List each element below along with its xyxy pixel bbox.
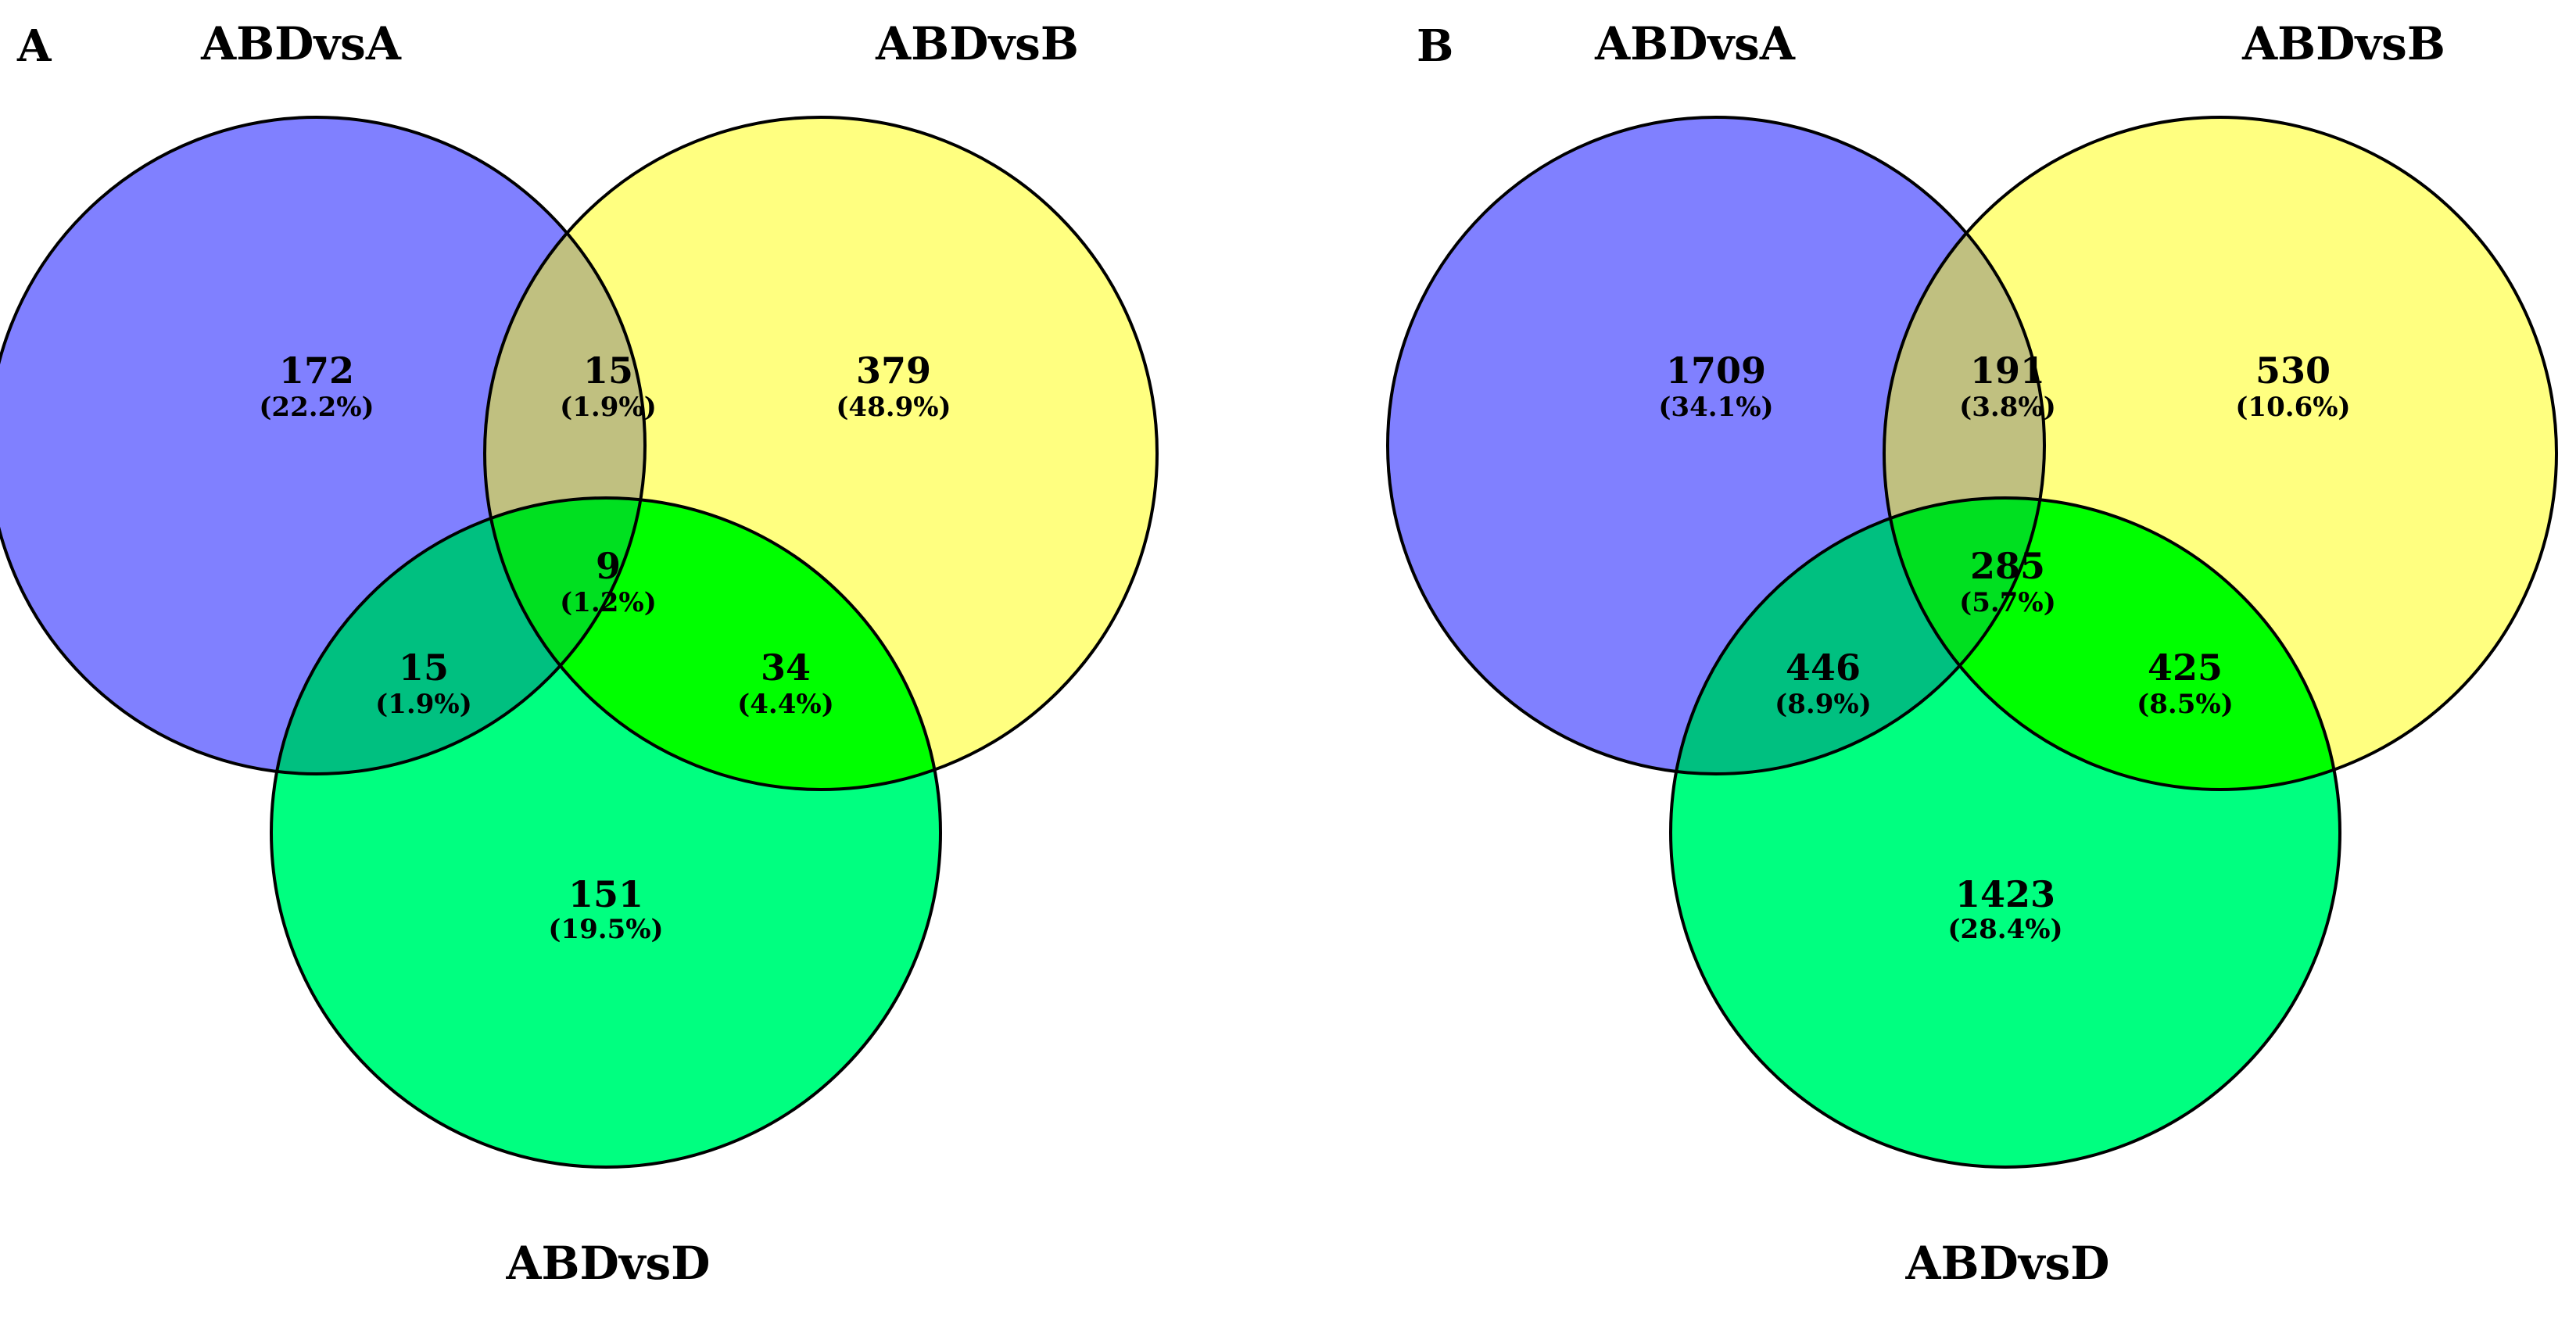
count-a-b-a: 15 [583,349,633,392]
panel-letter-b: B [1417,20,1453,72]
pct-b-d-b: (8.5%) [2137,689,2234,720]
outline-abdvsb-a [483,116,1159,791]
count-b-d-a: 34 [761,646,811,689]
pct-d-only-a: (19.5%) [548,914,663,945]
set-label-abdvsa-b: ABDvsA [1594,17,1796,70]
pct-b-only-a: (48.9%) [836,392,951,423]
pct-d-only-b: (28.4%) [1947,914,2062,945]
pct-a-d-a: (1.9%) [375,689,472,720]
count-a-d-b: 446 [1786,646,1861,689]
count-b-d-b: 425 [2148,646,2223,689]
venn-panel-b: B ABDvsA ABDvsB ABDvsD 1709 (34.1%) 191 … [1386,17,2558,1290]
pct-a-b-a: (1.9%) [560,392,657,423]
overlap-a-d-b [1671,498,2044,774]
count-a-b-d-b: 285 [1970,545,2045,587]
set-label-abdvsd-a: ABDvsD [506,1237,711,1290]
set-label-abdvsb-b: ABDvsB [2241,17,2445,70]
count-d-only-b: 1423 [1955,873,2055,915]
count-a-b-b: 191 [1970,349,2045,392]
outline-abdvsd-a [270,496,942,1169]
count-b-only-b: 530 [2255,349,2331,392]
outline-abdvsa-a [0,116,647,775]
count-a-only-b: 1709 [1666,349,1766,392]
pct-a-only-b: (34.1%) [1658,392,1773,423]
overlap-a-d-a [271,498,645,774]
count-a-only-a: 172 [279,349,354,392]
pct-a-b-d-a: (1.2%) [560,587,657,618]
pct-a-only-a: (22.2%) [259,392,374,423]
pct-b-d-a: (4.4%) [737,689,834,720]
set-label-abdvsd-b: ABDvsD [1905,1237,2110,1290]
overlap-b-d-b [1884,498,2340,790]
count-a-b-d-a: 9 [596,545,621,587]
venn-panel-a: A ABDvsA ABDvsB ABDvsD 172 (22.2%) 15 (1… [0,17,1159,1290]
pct-a-b-d-b: (5.7%) [1959,587,2056,618]
panel-letter-a: A [16,20,52,72]
count-a-d-a: 15 [399,646,449,689]
count-b-only-a: 379 [856,349,931,392]
pct-a-b-b: (3.8%) [1959,392,2056,423]
pct-b-only-b: (10.6%) [2235,392,2350,423]
count-d-only-a: 151 [568,873,643,915]
outline-abdvsd-b [1669,496,2341,1169]
set-label-abdvsa-a: ABDvsA [200,17,402,70]
pct-a-d-b: (8.9%) [1775,689,1872,720]
outline-abdvsb-b [1883,116,2558,791]
overlap-b-d-a [485,498,940,790]
set-label-abdvsb-a: ABDvsB [875,17,1079,70]
outline-abdvsa-b [1386,116,2046,775]
